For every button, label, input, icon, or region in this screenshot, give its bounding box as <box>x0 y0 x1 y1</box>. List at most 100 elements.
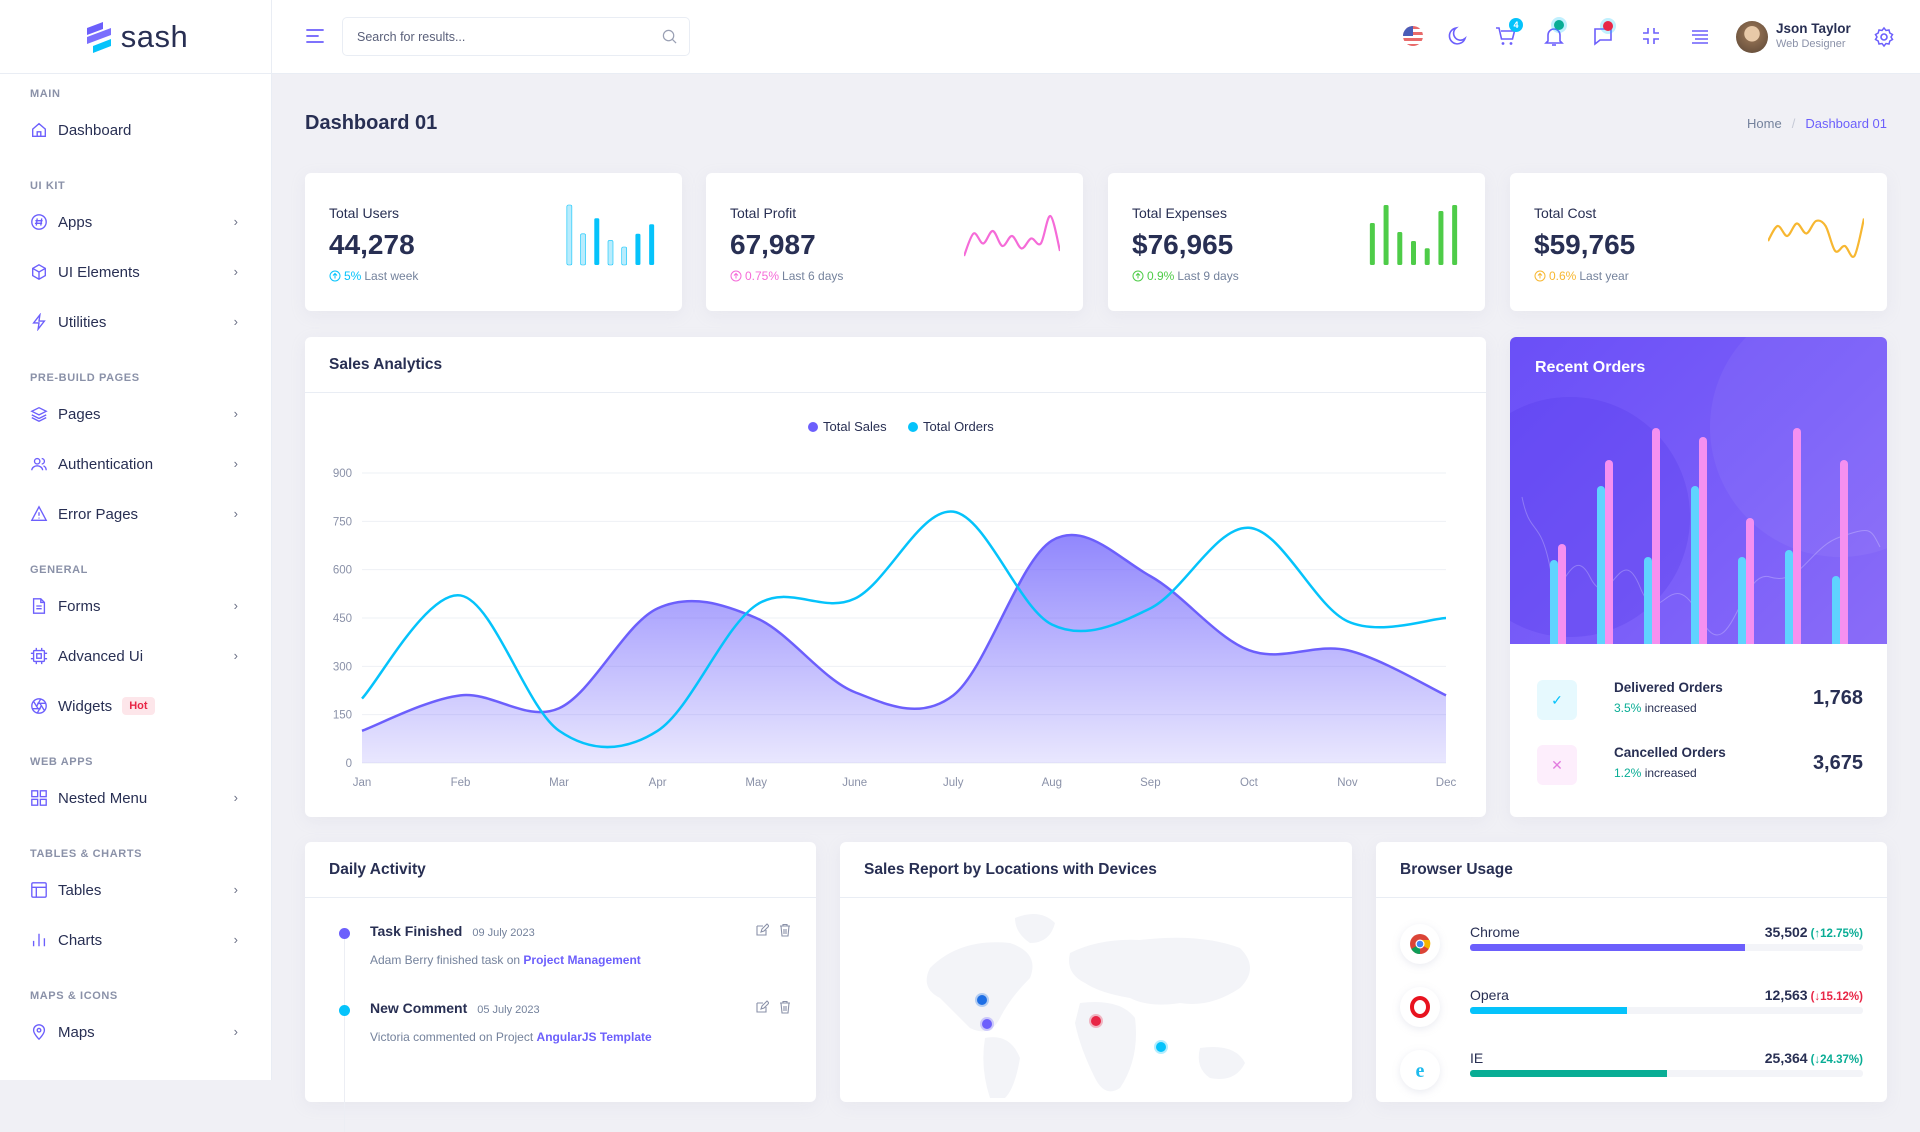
stat-value: 67,987 <box>730 229 816 260</box>
sidebar-item-label: UI Elements <box>58 263 140 281</box>
browser-progress-fill <box>1470 944 1746 951</box>
sidebar-item-charts[interactable]: Charts › <box>30 915 238 965</box>
browser-value: 12,563 (↓15.12%) <box>1765 987 1863 1003</box>
order-bar <box>1840 460 1848 644</box>
y-tick-label: 300 <box>333 661 352 673</box>
map-north-america <box>926 942 1033 1032</box>
stat-card-total-profit: Total Profit 67,987 0.75% Last 6 days <box>706 173 1083 311</box>
stat-change-value: 0.75% <box>745 269 780 283</box>
legend-marker <box>908 422 918 432</box>
map-marker[interactable] <box>975 993 989 1007</box>
activity-link[interactable]: AngularJS Template <box>536 1030 652 1044</box>
browser-progress-fill <box>1470 1007 1628 1014</box>
check-icon: ✓ <box>1537 680 1577 720</box>
logo[interactable]: sash <box>0 0 271 74</box>
legend-label[interactable]: Total Orders <box>923 419 994 434</box>
world-map[interactable] <box>840 898 1352 1098</box>
sidebar-item-widgets[interactable]: Widgets Hot <box>30 681 238 731</box>
settings-gear-icon[interactable] <box>1873 26 1895 48</box>
timeline-line <box>344 932 345 1132</box>
mini-bar <box>1411 241 1416 265</box>
card-title: Sales Analytics <box>305 337 1486 393</box>
home-icon <box>32 122 46 137</box>
search-icon[interactable] <box>662 29 677 44</box>
message-dot <box>1603 21 1613 31</box>
dark-mode-moon-icon[interactable] <box>1447 25 1469 47</box>
delete-trash-icon[interactable] <box>778 1000 792 1019</box>
browser-change: (↓15.12%) <box>1810 991 1863 1003</box>
browser-progress-bar <box>1470 944 1863 951</box>
sidebar-item-utilities[interactable]: Utilities › <box>30 297 238 347</box>
sidebar-item-ui-elements[interactable]: UI Elements › <box>30 247 238 297</box>
sidebar-item-label: Advanced Ui <box>58 647 144 665</box>
browser-progress-fill <box>1470 1070 1667 1077</box>
edit-icon[interactable] <box>755 923 770 942</box>
sidebar-item-label: Apps <box>58 213 93 231</box>
order-title: Cancelled Orders <box>1614 745 1726 760</box>
sidebar-item-error-pages[interactable]: Error Pages › <box>30 489 238 539</box>
sales-analytics-chart: 0 150 300 450 600 750 900 Jan Feb Mar Apr May June Ju… <box>333 419 1457 789</box>
x-tick-label: Mar <box>549 777 569 789</box>
sash-logo-icon <box>86 21 111 53</box>
stat-change-value: 0.6% <box>1549 269 1577 283</box>
x-tick-label: Feb <box>451 777 471 789</box>
mini-bar <box>594 218 600 265</box>
map-africa <box>1075 1002 1136 1092</box>
recent-orders-row: ✓ Delivered Orders 3.5% increased 1,768 <box>1534 680 1863 722</box>
map-marker[interactable] <box>1154 1040 1168 1054</box>
mini-bar <box>1438 211 1444 265</box>
order-title: Delivered Orders <box>1614 680 1723 695</box>
x-tick-label: Jan <box>353 777 372 789</box>
sidebar-category: UI KIT <box>30 180 66 192</box>
map-marker[interactable] <box>980 1017 994 1031</box>
activity-item: Task Finished 09 July 2023 Adam Berry fini… <box>305 923 816 983</box>
svg-text:e: e <box>1416 1060 1425 1081</box>
sidebar-item-advanced-ui[interactable]: Advanced Ui › <box>30 631 238 681</box>
sidebar-item-pages[interactable]: Pages › <box>30 389 238 439</box>
stat-change-value: 5% <box>344 269 362 283</box>
stat-change: 5% Last week <box>329 269 418 283</box>
align-menu-icon[interactable] <box>1689 25 1711 47</box>
mini-bar <box>607 240 614 266</box>
delete-trash-icon[interactable] <box>778 923 792 942</box>
stat-mini-chart <box>1768 218 1864 259</box>
breadcrumb-home[interactable]: Home <box>1747 116 1782 131</box>
stat-change: 0.6% Last year <box>1534 269 1629 283</box>
sidebar-item-dashboard[interactable]: Dashboard <box>30 105 238 155</box>
map-marker[interactable] <box>1089 1014 1103 1028</box>
y-tick-label: 600 <box>333 565 352 577</box>
fullscreen-exit-icon[interactable] <box>1640 25 1662 47</box>
page-title: Dashboard 01 <box>305 112 438 134</box>
layers-icon <box>30 406 48 422</box>
sidebar-item-maps[interactable]: Maps › <box>30 1007 238 1057</box>
sidebar-item-nested-menu[interactable]: Nested Menu › <box>30 773 238 823</box>
browser-count: 12,563 <box>1764 987 1808 1003</box>
sidebar-item-apps[interactable]: Apps › <box>30 197 238 247</box>
us-flag-icon[interactable] <box>1402 25 1424 47</box>
user-name[interactable]: Json Taylor <box>1776 21 1851 36</box>
aperture-icon <box>31 698 47 714</box>
chevron-right-icon: › <box>233 932 238 947</box>
sidebar-item-tables[interactable]: Tables › <box>30 865 238 915</box>
browser-value: 35,502 (↑12.75%) <box>1765 924 1863 940</box>
browser-row-opera: Opera 12,563 (↓15.12%) <box>1400 987 1863 1037</box>
y-tick-label: 150 <box>333 710 352 722</box>
browser-name: Chrome <box>1470 924 1520 940</box>
activity-title: New Comment <box>370 1000 468 1016</box>
user-avatar[interactable] <box>1736 21 1768 53</box>
y-tick-label: 450 <box>333 613 352 625</box>
browser-name: IE <box>1470 1050 1484 1066</box>
sidebar-category: MAPS & ICONS <box>30 990 118 1002</box>
edit-icon[interactable] <box>755 1000 770 1019</box>
stat-period: Last 6 days <box>782 269 844 283</box>
package-icon <box>32 264 46 280</box>
legend-label[interactable]: Total Sales <box>823 419 887 434</box>
menu-toggle-icon[interactable] <box>306 28 324 44</box>
stat-label: Total Cost <box>1534 205 1597 221</box>
sidebar-item-forms[interactable]: Forms › <box>30 581 238 631</box>
sidebar-item-authentication[interactable]: Authentication › <box>30 439 238 489</box>
x-tick-label: June <box>842 777 867 789</box>
search-input[interactable] <box>342 17 690 56</box>
breadcrumb-separator: / <box>1791 116 1796 131</box>
activity-link[interactable]: Project Management <box>523 953 641 967</box>
